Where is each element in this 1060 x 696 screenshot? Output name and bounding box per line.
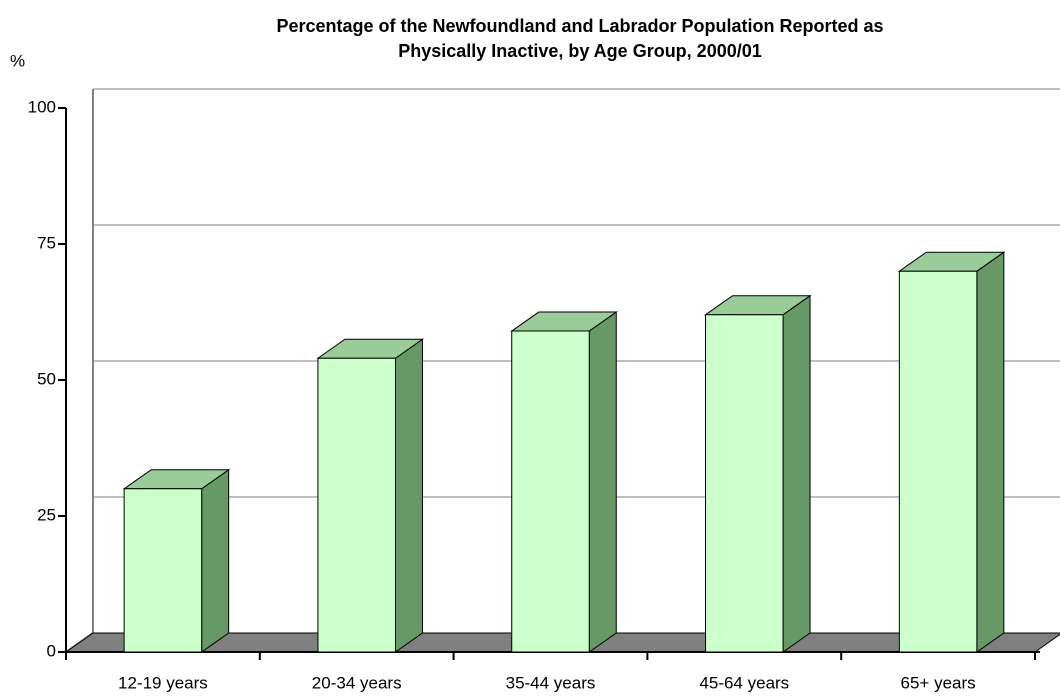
bar-front — [123, 488, 203, 653]
y-tick-label: 75 — [37, 233, 56, 252]
x-tick-label: 35-44 years — [506, 673, 596, 692]
bar — [703, 294, 812, 653]
y-tick-label: 25 — [37, 505, 56, 524]
bar-side — [976, 251, 1005, 653]
bar — [510, 311, 618, 653]
y-tick-label: 0 — [47, 641, 56, 660]
bar-front — [511, 330, 590, 653]
y-tick-label: 50 — [37, 369, 56, 388]
x-tick-label: 12-19 years — [118, 673, 208, 692]
bar — [122, 468, 231, 653]
y-axis-label: % — [10, 51, 25, 70]
x-tick-label: 45-64 years — [699, 673, 789, 692]
bar-front — [317, 357, 396, 653]
bar-front — [898, 270, 978, 653]
bar — [897, 251, 1006, 653]
x-tick-label: 20-34 years — [312, 673, 402, 692]
y-tick-label: 100 — [28, 97, 56, 116]
bar — [316, 338, 425, 653]
bar-side — [394, 338, 423, 653]
title-line: Percentage of the Newfoundland and Labra… — [276, 16, 883, 36]
back-wall — [65, 89, 94, 653]
bar-side — [201, 468, 230, 653]
chart-title: Percentage of the Newfoundland and Labra… — [276, 16, 883, 61]
x-tick-label: 65+ years — [901, 673, 976, 692]
title-line: Physically Inactive, by Age Group, 2000/… — [398, 41, 762, 61]
bar-side — [588, 311, 617, 653]
bar-front — [705, 314, 784, 653]
bar-side — [782, 294, 811, 653]
